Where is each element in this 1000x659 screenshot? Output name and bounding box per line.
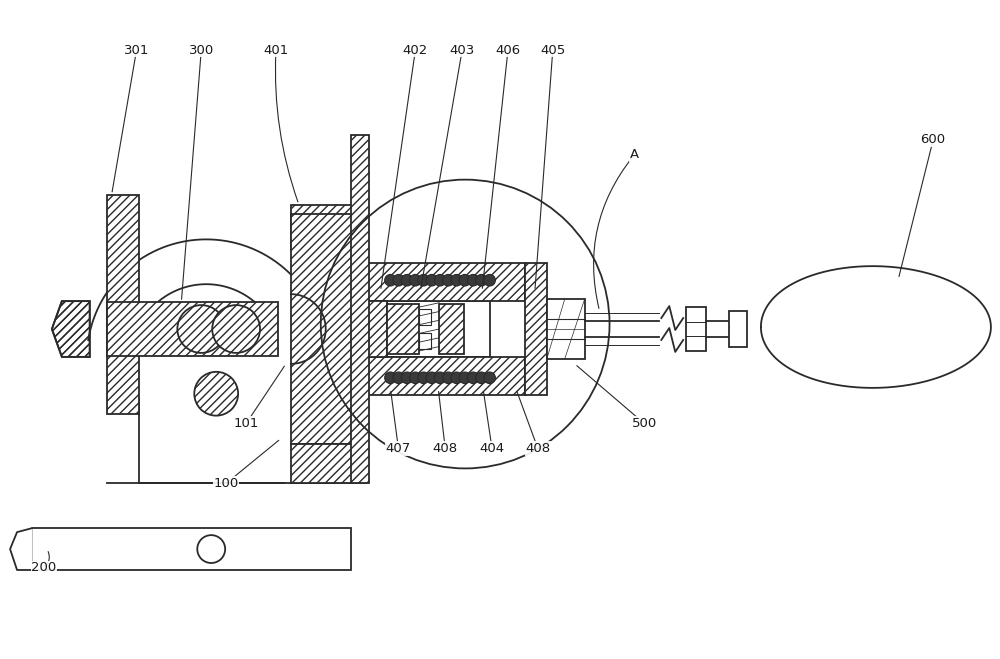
Circle shape: [426, 274, 438, 286]
Text: 101: 101: [233, 417, 259, 430]
Circle shape: [476, 372, 487, 384]
Bar: [351, 135, 369, 483]
Circle shape: [393, 274, 405, 286]
Bar: [291, 214, 366, 444]
Polygon shape: [52, 301, 90, 357]
Bar: [525, 264, 547, 395]
Circle shape: [177, 305, 225, 353]
Text: 403: 403: [450, 43, 475, 57]
Circle shape: [385, 274, 396, 286]
Bar: [291, 204, 366, 249]
Bar: [439, 304, 464, 354]
Circle shape: [393, 372, 405, 384]
Circle shape: [443, 274, 454, 286]
Circle shape: [197, 535, 225, 563]
Text: 100: 100: [214, 477, 239, 490]
Text: 404: 404: [479, 442, 505, 455]
Text: 402: 402: [403, 43, 428, 57]
Circle shape: [451, 274, 462, 286]
Circle shape: [451, 372, 462, 384]
Bar: [419, 333, 431, 349]
Circle shape: [385, 372, 396, 384]
Bar: [32, 528, 351, 570]
Text: A: A: [630, 148, 639, 161]
Circle shape: [476, 274, 487, 286]
Bar: [547, 299, 585, 359]
Circle shape: [409, 274, 421, 286]
Circle shape: [401, 274, 413, 286]
Bar: [351, 135, 369, 483]
Circle shape: [459, 274, 471, 286]
Bar: [366, 301, 387, 357]
Bar: [107, 194, 139, 414]
Text: 500: 500: [632, 417, 657, 430]
Text: 600: 600: [921, 133, 946, 146]
Bar: [366, 357, 525, 395]
Circle shape: [426, 372, 438, 384]
Bar: [419, 309, 431, 325]
Circle shape: [484, 372, 495, 384]
Text: 407: 407: [386, 442, 411, 455]
Text: 300: 300: [189, 43, 214, 57]
Text: 406: 406: [495, 43, 521, 57]
Circle shape: [401, 372, 413, 384]
Bar: [439, 304, 464, 354]
Text: 408: 408: [525, 442, 550, 455]
Bar: [366, 357, 525, 395]
Circle shape: [418, 372, 429, 384]
Bar: [387, 301, 490, 357]
Polygon shape: [761, 266, 991, 388]
Bar: [291, 444, 366, 483]
Bar: [291, 214, 366, 444]
Bar: [387, 304, 419, 354]
Bar: [107, 302, 278, 356]
Circle shape: [434, 372, 446, 384]
Bar: [107, 302, 278, 356]
Circle shape: [418, 274, 429, 286]
Circle shape: [467, 274, 479, 286]
Bar: [525, 264, 547, 395]
Circle shape: [459, 372, 471, 384]
Text: 405: 405: [540, 43, 565, 57]
Circle shape: [484, 274, 495, 286]
Bar: [366, 301, 387, 357]
Circle shape: [212, 305, 260, 353]
Circle shape: [194, 372, 238, 416]
Bar: [729, 311, 747, 347]
Bar: [107, 194, 139, 414]
Circle shape: [434, 274, 446, 286]
Polygon shape: [10, 528, 32, 570]
Circle shape: [467, 372, 479, 384]
Bar: [291, 444, 366, 483]
Text: 301: 301: [124, 43, 149, 57]
Bar: [387, 304, 419, 354]
Bar: [366, 264, 525, 301]
Bar: [366, 264, 525, 301]
Bar: [686, 307, 706, 351]
Text: 408: 408: [433, 442, 458, 455]
Circle shape: [409, 372, 421, 384]
Text: 200: 200: [31, 561, 57, 575]
Circle shape: [443, 372, 454, 384]
Text: 401: 401: [263, 43, 289, 57]
Bar: [291, 204, 366, 249]
